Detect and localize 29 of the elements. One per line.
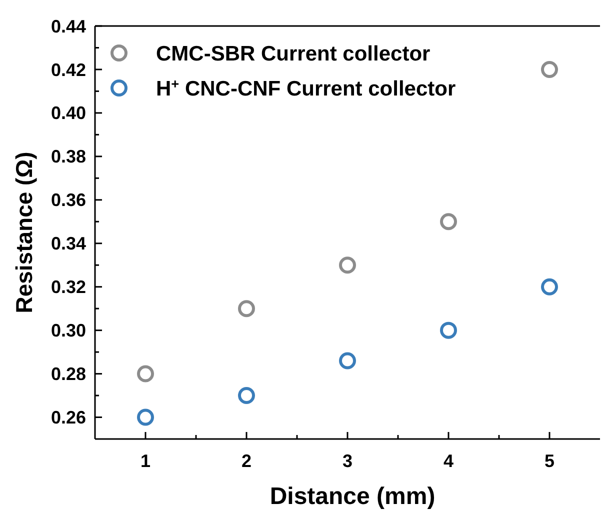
point <box>339 352 356 370</box>
y-tick-label: 0.38 <box>50 146 86 167</box>
point <box>137 365 154 382</box>
legend-label: CMC-SBR Current collector <box>156 42 430 66</box>
point <box>238 300 255 318</box>
point <box>440 322 457 339</box>
y-tick-label: 0.42 <box>50 60 86 80</box>
y-tick-label: 0.40 <box>50 103 86 124</box>
y-tick-label: 0.32 <box>50 277 86 298</box>
y-axis-title: Resistance (Ω) <box>11 152 37 314</box>
point <box>440 213 457 230</box>
point <box>339 256 356 274</box>
legend-label: H$^{+}$ CNC-CNF Current collector <box>156 76 456 100</box>
point <box>137 408 154 426</box>
x-tick-label: 3 <box>342 451 353 471</box>
point <box>238 387 255 404</box>
y-tick-label: 0.26 <box>50 408 86 428</box>
x-tick-label: 2 <box>241 451 252 471</box>
y-tick-label: 0.34 <box>50 234 86 254</box>
point <box>541 60 558 78</box>
x-tick-label: 4 <box>443 451 454 471</box>
x-tick-label: 1 <box>140 451 151 471</box>
y-tick-label: 0.28 <box>50 364 86 384</box>
y-tick-label: 0.30 <box>50 320 86 341</box>
y-tick-label: 0.44 <box>50 16 86 36</box>
point <box>541 278 558 296</box>
y-tick-label: 0.36 <box>50 190 86 210</box>
x-axis-title: Distance (mm) <box>270 483 436 510</box>
x-tick-label: 5 <box>544 451 555 471</box>
